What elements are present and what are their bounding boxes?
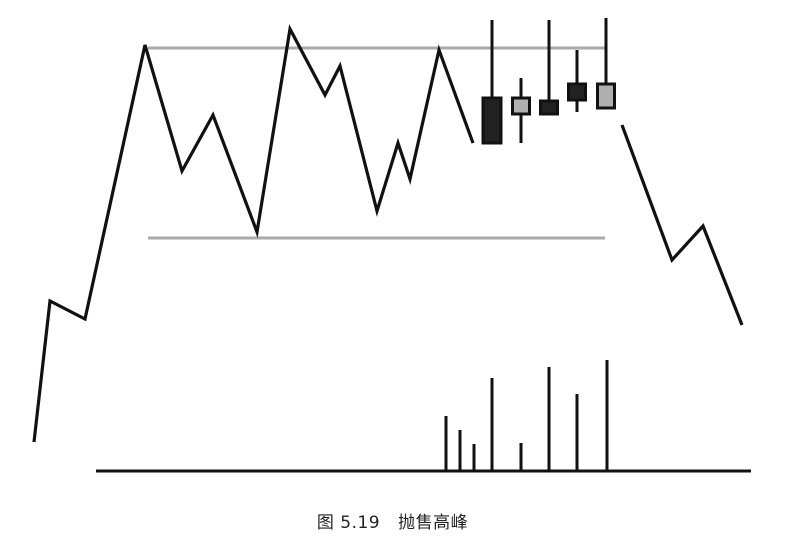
candle-body (539, 99, 559, 116)
candlestick (567, 50, 587, 112)
candle-body (481, 96, 503, 145)
candlestick (511, 78, 531, 143)
price-line (32, 24, 475, 443)
candle-body (567, 82, 587, 102)
figure-title: 抛售高峰 (398, 513, 469, 533)
candle-body (511, 96, 531, 116)
price-line-continuation (620, 124, 744, 326)
candlestick (539, 20, 559, 116)
figure-caption: 图 5.19 抛售高峰 (0, 508, 785, 533)
candlestick (596, 18, 616, 110)
candle-body (596, 82, 616, 110)
figure-number: 图 5.19 (316, 513, 381, 533)
volume-bars (444, 360, 609, 471)
candlesticks (481, 18, 616, 145)
candlestick (481, 20, 503, 145)
